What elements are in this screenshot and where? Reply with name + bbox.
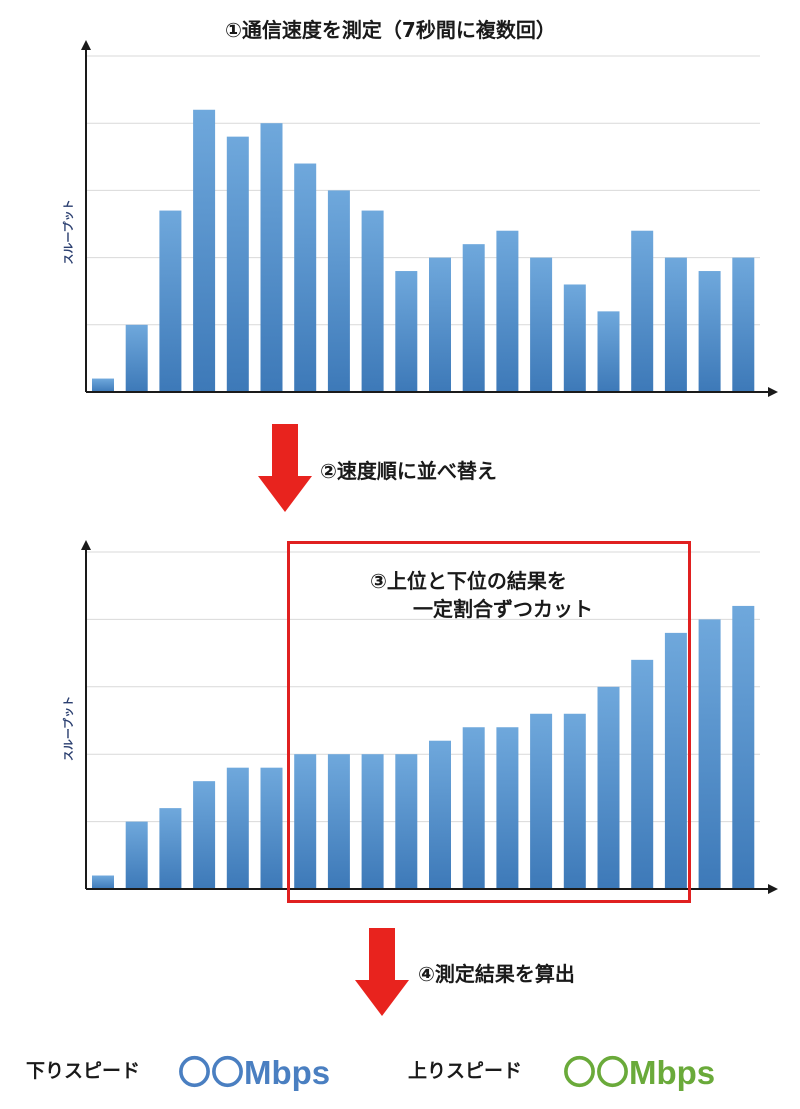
- bar-11: [429, 740, 451, 889]
- bar-13: [496, 727, 519, 889]
- bar-18: [664, 632, 687, 889]
- bar-12: [462, 727, 485, 889]
- bar-17: [631, 659, 654, 889]
- y-axis-arrowhead: [81, 40, 91, 50]
- bar-3: [159, 808, 182, 889]
- bar-13: [496, 230, 519, 392]
- bar-15: [563, 284, 586, 392]
- bar-18: [664, 257, 687, 392]
- bar-14: [530, 257, 553, 392]
- y-axis-arrowhead: [81, 540, 91, 550]
- y-axis-label: スループット: [61, 199, 75, 264]
- bar-20: [732, 605, 755, 889]
- bar-5: [226, 767, 249, 889]
- x-axis-arrowhead: [768, 884, 778, 894]
- upload-speed-value: 〇〇Mbps: [563, 1054, 716, 1091]
- step2-label: ②速度順に並べ替え: [320, 459, 497, 483]
- bar-10: [395, 754, 418, 889]
- bar-11: [429, 257, 451, 392]
- step3-label-line1: ③上位と下位の結果を: [370, 569, 567, 593]
- bar-4: [193, 781, 216, 889]
- download-speed-value: 〇〇Mbps: [178, 1054, 331, 1091]
- cut-range-box: [287, 541, 691, 903]
- bar-16: [597, 311, 620, 392]
- upload-speed-label: 上りスピード: [408, 1060, 523, 1082]
- down-arrow-icon: [355, 928, 409, 1016]
- bar-5: [226, 136, 249, 392]
- bar-19: [698, 619, 721, 889]
- bar-15: [563, 713, 586, 889]
- bar-9: [361, 210, 384, 392]
- bar-8: [327, 754, 350, 889]
- bar-20: [732, 257, 755, 392]
- bar-3: [159, 210, 182, 392]
- bar-8: [327, 190, 350, 392]
- step3-label-line2: 一定割合ずつカット: [413, 597, 593, 621]
- bar-2: [125, 324, 148, 392]
- bar-14: [530, 713, 553, 889]
- bar-9: [361, 754, 384, 889]
- bar-4: [193, 109, 216, 392]
- step4-label: ④測定結果を算出: [418, 962, 575, 986]
- bar-17: [631, 230, 654, 392]
- down-arrow-icon: [258, 424, 312, 512]
- download-speed-label: 下りスピード: [26, 1060, 141, 1082]
- bar-7: [294, 754, 317, 889]
- result-row: 下りスピード 〇〇Mbps 上りスピード 〇〇Mbps: [0, 1044, 800, 1094]
- step1-label: ①通信速度を測定（7秒間に複数回）: [225, 18, 556, 42]
- bar-2: [125, 821, 148, 889]
- throughput-chart-unsorted: スループット: [61, 40, 778, 397]
- bar-6: [260, 767, 283, 889]
- bar-6: [260, 123, 283, 392]
- bar-12: [462, 244, 485, 392]
- bar-7: [294, 163, 317, 392]
- bar-19: [698, 271, 721, 392]
- y-axis-label: スループット: [61, 696, 75, 761]
- bar-10: [395, 271, 418, 392]
- x-axis-arrowhead: [768, 387, 778, 397]
- bar-16: [597, 686, 620, 889]
- throughput-chart-sorted: スループット: [61, 540, 778, 894]
- bar-1: [92, 378, 114, 392]
- bar-1: [92, 875, 114, 889]
